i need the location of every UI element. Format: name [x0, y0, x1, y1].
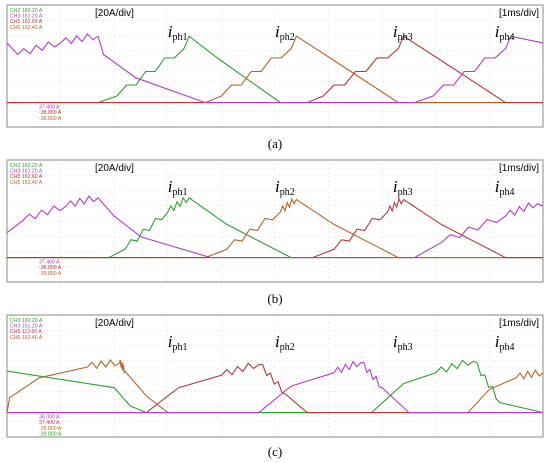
time-label: [1ms/div] [499, 163, 539, 174]
channel-readout-bottom: -39.800 A [39, 426, 62, 432]
grid [7, 160, 543, 282]
scale-label: [20A/div] [95, 8, 134, 19]
channel-readout-top: CH3 161.20 A [10, 169, 43, 175]
scope-panel-c: CH3 160.20 A CH3 151.20 A CH5 112.60 A CH6 … [5, 312, 545, 440]
caption-c: (c) [267, 444, 283, 459]
channel-readout-bottom: -38.800 A [39, 265, 62, 271]
channel-readout-top: CH5 162.60 A [10, 174, 43, 180]
channel-readout-top: CH5 112.60 A [10, 329, 42, 335]
series-line-3 [7, 35, 543, 104]
series-line-4 [6, 195, 544, 259]
series-line-1 [7, 35, 543, 104]
channel-readout-top: CH3 151.20 A [10, 324, 43, 330]
channel-readout-bottom: 37.400 A [39, 420, 60, 426]
channel-readout-bottom: -39.800 A [39, 116, 62, 122]
series-line-4 [7, 360, 543, 414]
channel-readout-top: CH2 160.20 A [10, 163, 43, 169]
channel-readout-bottom: -38.800 A [39, 110, 62, 116]
channel-readout-top: CH3 160.20 A [10, 318, 43, 324]
series-line-2 [7, 35, 543, 104]
channel-readout-bottom: 38.000 A [39, 415, 60, 421]
series-line-3 [7, 197, 543, 259]
channel-readout-top: CH3 161.20 A [10, 14, 43, 20]
channel-readout-top: CH2 160.20 A [10, 8, 43, 14]
scope-panel-a: CH2 160.20 A CH3 161.20 A CH5 162.60 A CH6 … [5, 2, 545, 130]
scope-panel-b: CH2 160.20 A CH3 161.20 A CH5 162.60 A CH6 … [5, 157, 545, 285]
scale-label: [20A/div] [95, 318, 134, 329]
channel-readout-top: CH6 163.40 A [10, 25, 43, 31]
series-line-2 [7, 197, 543, 259]
series-line-1 [7, 196, 543, 259]
series-line-4 [6, 33, 544, 104]
channel-readout-bottom: -39.800 A [39, 431, 62, 437]
channel-readout-top: CH6 163.40 A [10, 335, 43, 341]
grid [7, 315, 543, 437]
time-label: [1ms/div] [499, 318, 539, 329]
scale-label: [20A/div] [95, 163, 134, 174]
series-line-3 [7, 362, 543, 414]
channel-readout-top: CH6 163.40 A [10, 180, 43, 186]
channel-readout-top: CH5 162.60 A [10, 19, 43, 25]
time-label: [1ms/div] [499, 8, 539, 19]
series-line-1 [6, 358, 544, 414]
channel-readout-bottom: 37.400 A [39, 105, 60, 111]
grid [7, 5, 543, 127]
caption-b: (b) [267, 291, 283, 306]
caption-a: (a) [267, 136, 283, 151]
channel-readout-bottom: -39.800 A [39, 271, 62, 277]
channel-readout-bottom: 37.400 A [39, 260, 60, 266]
